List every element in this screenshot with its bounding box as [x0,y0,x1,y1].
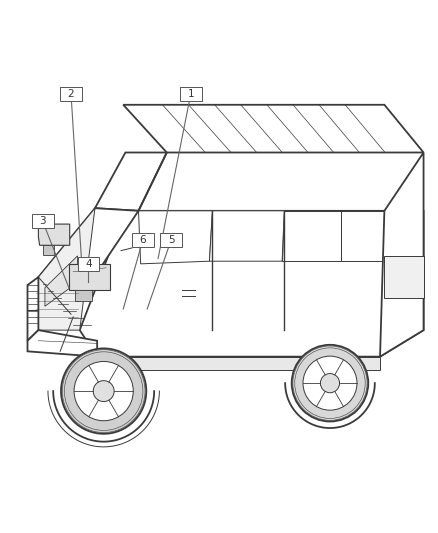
Bar [78,257,99,271]
Bar [180,87,201,101]
Polygon shape [43,245,54,255]
Polygon shape [80,211,424,357]
Polygon shape [45,256,78,306]
Polygon shape [341,211,385,261]
Text: 3: 3 [39,216,46,227]
Bar [160,233,182,247]
Text: 4: 4 [85,259,92,269]
Polygon shape [123,105,424,152]
Polygon shape [97,357,380,370]
Bar [60,87,82,101]
Circle shape [74,361,133,421]
Polygon shape [69,264,110,290]
Polygon shape [28,330,97,357]
Polygon shape [95,152,167,211]
Polygon shape [209,211,284,261]
Polygon shape [282,211,341,261]
Circle shape [303,356,357,410]
Text: 1: 1 [187,89,194,99]
Polygon shape [39,224,70,245]
Polygon shape [28,208,95,330]
Circle shape [93,381,114,401]
Text: 5: 5 [168,235,174,245]
Circle shape [321,374,339,393]
Polygon shape [28,277,39,341]
Polygon shape [138,211,212,264]
Circle shape [292,345,368,422]
Polygon shape [385,256,424,298]
Polygon shape [75,290,92,301]
Polygon shape [39,208,138,312]
Circle shape [61,349,146,434]
Text: 2: 2 [68,89,74,99]
Polygon shape [380,152,424,357]
Bar [32,214,54,229]
Text: 6: 6 [140,235,146,245]
Bar [132,233,154,247]
